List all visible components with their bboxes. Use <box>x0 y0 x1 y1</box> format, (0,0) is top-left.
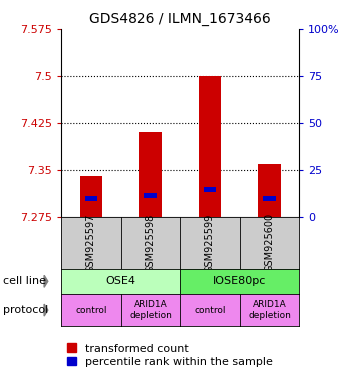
Legend: transformed count, percentile rank within the sample: transformed count, percentile rank withi… <box>67 343 272 367</box>
Text: ARID1A
depletion: ARID1A depletion <box>248 300 291 320</box>
Bar <box>144 193 157 198</box>
Text: GSM925600: GSM925600 <box>265 214 274 272</box>
Text: control: control <box>75 306 107 314</box>
Text: protocol: protocol <box>3 305 48 315</box>
Text: GSM925599: GSM925599 <box>205 213 215 273</box>
Polygon shape <box>44 304 48 316</box>
Bar <box>139 132 162 217</box>
Text: control: control <box>194 306 226 314</box>
Title: GDS4826 / ILMN_1673466: GDS4826 / ILMN_1673466 <box>89 12 271 26</box>
Text: cell line: cell line <box>3 276 46 286</box>
Text: ARID1A
depletion: ARID1A depletion <box>129 300 172 320</box>
Bar <box>80 176 102 217</box>
Text: GSM925598: GSM925598 <box>146 213 155 273</box>
Bar <box>263 196 276 201</box>
Text: GSM925597: GSM925597 <box>86 213 96 273</box>
Bar <box>258 164 281 217</box>
Bar <box>204 187 216 192</box>
Bar <box>85 196 97 201</box>
Polygon shape <box>44 275 48 287</box>
Text: OSE4: OSE4 <box>106 276 136 286</box>
Text: IOSE80pc: IOSE80pc <box>213 276 266 286</box>
Bar <box>199 76 221 217</box>
